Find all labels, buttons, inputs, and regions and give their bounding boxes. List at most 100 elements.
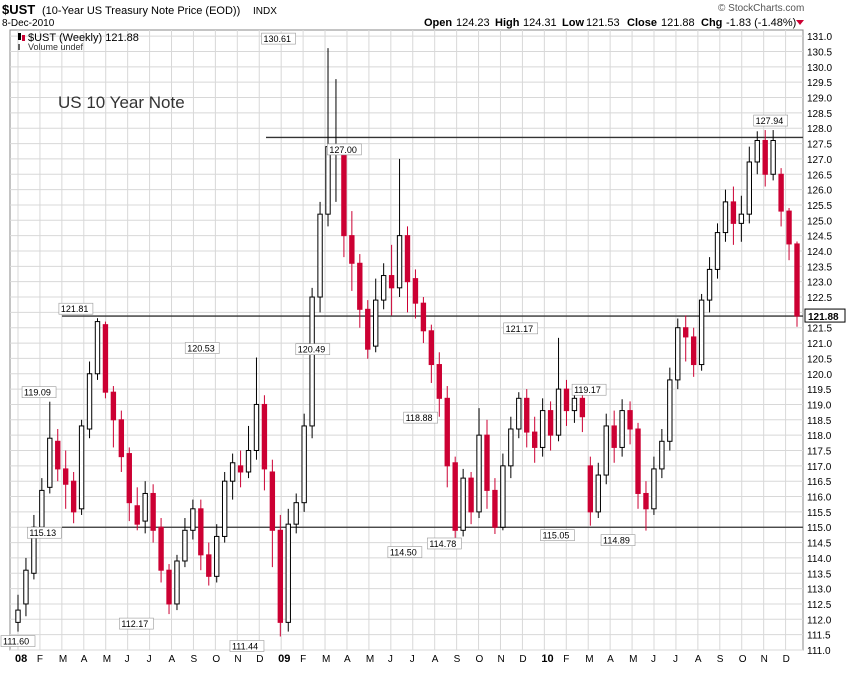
- candle-body: [683, 327, 689, 338]
- candles: [15, 48, 800, 637]
- price-label-text: 114.89: [603, 536, 630, 546]
- chart-description: (10-Year US Treasury Note Price (EOD)): [42, 5, 240, 17]
- candle-body: [102, 324, 109, 393]
- y-tick-label: 129.5: [807, 78, 832, 89]
- price-label-box: [427, 537, 462, 550]
- price-label: 111.44: [229, 640, 265, 652]
- price-label: 111.60: [0, 635, 36, 647]
- price-label: 130.61: [261, 32, 296, 45]
- x-tick-label: J: [388, 654, 393, 665]
- price-label-text: 127.00: [329, 145, 357, 155]
- candle-body: [55, 440, 61, 470]
- y-tick-label: 111.0: [807, 646, 831, 657]
- candle-body: [134, 505, 140, 525]
- price-label-box: [387, 546, 423, 558]
- y-tick-label: 121.5: [807, 324, 832, 335]
- candle-body: [714, 232, 721, 270]
- price-label-box: [295, 343, 331, 356]
- x-tick-label: M: [629, 654, 637, 665]
- candle-body: [420, 302, 427, 332]
- chart-exchange: INDX: [253, 6, 277, 17]
- horizontal-lines: [62, 136, 803, 528]
- price-label-box: [261, 32, 296, 45]
- chg-value: -1.83 (-1.48%): [726, 17, 796, 29]
- candle-body: [547, 410, 554, 436]
- y-tick-label: 131.0: [807, 32, 832, 43]
- y-tick-label: 124.0: [807, 247, 832, 258]
- x-tick-label: S: [454, 654, 461, 665]
- x-tick-label: M: [322, 654, 330, 665]
- price-label-text: 112.17: [121, 619, 148, 629]
- axes: 111.0 111.5 112.0 112.5 113.0 113.5 114.0 114.5…: [15, 32, 846, 665]
- candle-body: [706, 268, 713, 301]
- x-tick-label: J: [651, 654, 656, 665]
- candle-body: [643, 492, 649, 510]
- price-label-text: 111.44: [232, 641, 258, 651]
- price-label-box: [753, 114, 788, 127]
- x-tick-label: M: [366, 654, 374, 665]
- x-tick-label: S: [190, 654, 197, 665]
- y-tick-label: 117.0: [807, 462, 832, 473]
- price-label: 127.94: [753, 114, 788, 127]
- price-label-text: 119.09: [24, 388, 51, 398]
- candle-body: [47, 437, 53, 488]
- y-tick-label: 115.0: [807, 523, 832, 534]
- candle-body: [214, 535, 220, 577]
- price-label-box: [571, 383, 607, 396]
- candle-body: [301, 425, 307, 504]
- candle-body: [595, 474, 601, 513]
- price-label-text: 130.61: [264, 34, 292, 44]
- y-tick-label: 117.5: [807, 446, 832, 457]
- x-tick-label: J: [147, 654, 152, 665]
- price-label-box: [27, 526, 62, 539]
- price-label: 119.09: [21, 386, 57, 398]
- x-tick-label: D: [256, 654, 263, 665]
- y-tick-label: 118.5: [807, 416, 832, 427]
- price-label-box: [119, 617, 154, 630]
- candle-body: [476, 434, 482, 513]
- candle-body: [293, 502, 299, 525]
- y-tick-label: 123.5: [807, 262, 832, 273]
- candle-body: [627, 410, 633, 430]
- candle-body: [253, 403, 260, 451]
- candle-body: [285, 523, 291, 623]
- candle-legend-icon: [18, 33, 21, 40]
- price-label-box: [58, 302, 94, 315]
- candle-body: [675, 327, 681, 381]
- candle-body: [492, 489, 498, 528]
- chart-date: 8-Dec-2010: [2, 18, 55, 29]
- price-label-text: 115.13: [29, 528, 56, 538]
- y-tick-label: 120.5: [807, 354, 832, 365]
- price-labels: 111.60 119.09 115.13 121.81 112.17 120.53 111.…: [0, 32, 788, 652]
- price-label-box: [403, 411, 438, 424]
- x-tick-label: F: [300, 654, 306, 665]
- low-value: 121.53: [586, 17, 620, 29]
- x-tick-label: D: [519, 654, 526, 665]
- price-label-text: 115.05: [543, 531, 570, 541]
- x-tick-label: O: [212, 654, 220, 665]
- candle-body: [611, 425, 617, 448]
- down-arrow-icon: [796, 20, 804, 25]
- y-tick-label: 130.5: [807, 47, 832, 58]
- candle-body: [794, 243, 800, 317]
- y-tick-label: 114.5: [807, 539, 832, 550]
- x-tick-label: J: [125, 654, 130, 665]
- price-label: 120.49: [295, 343, 331, 356]
- candle-body: [78, 425, 85, 510]
- volume-legend: Volume undef: [28, 42, 84, 52]
- candle-body: [436, 364, 442, 399]
- close-label: Close: [627, 17, 657, 29]
- price-label: 112.17: [119, 617, 154, 630]
- price-label: 115.05: [540, 529, 575, 541]
- candle-body: [229, 462, 236, 482]
- y-tick-label: 116.0: [807, 493, 832, 504]
- candle-body: [635, 428, 641, 494]
- candle-body: [754, 139, 760, 163]
- candle-body: [762, 139, 768, 175]
- candle-body: [166, 569, 172, 605]
- candle-body: [126, 453, 132, 504]
- series-legend: $UST (Weekly) 121.88: [28, 32, 139, 44]
- candle-body: [508, 428, 514, 467]
- y-tick-label: 127.5: [807, 140, 832, 151]
- candle-body: [738, 213, 745, 224]
